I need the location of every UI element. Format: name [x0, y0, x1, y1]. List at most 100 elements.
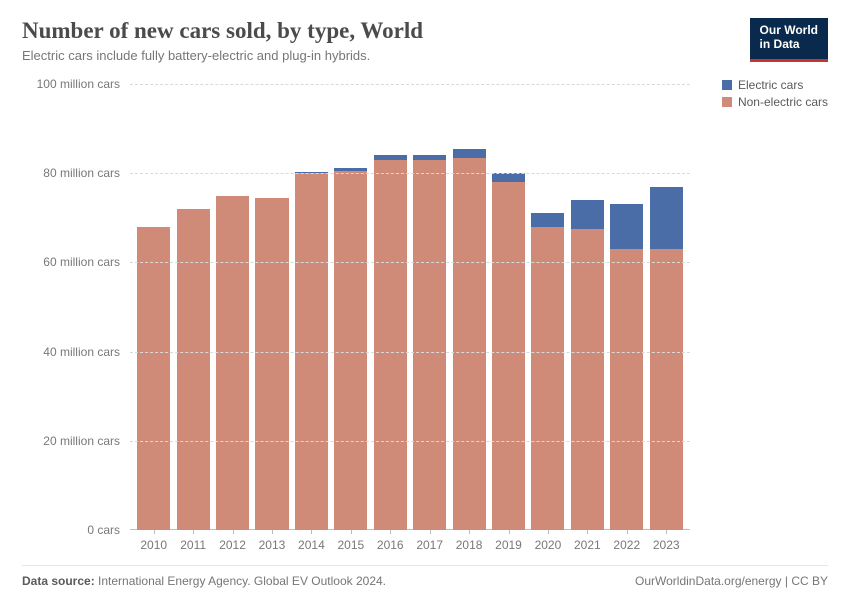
legend: Electric cars Non-electric cars: [722, 78, 828, 112]
bar-column: [646, 84, 685, 530]
x-tick: [666, 530, 667, 534]
bar-stack: [413, 155, 446, 530]
x-tick-label: 2014: [292, 534, 331, 556]
legend-item-electric: Electric cars: [722, 78, 828, 92]
bar-column: [528, 84, 567, 530]
chart-area: Electric cars Non-electric cars 0 cars 20…: [22, 78, 828, 556]
x-tick-label: 2016: [371, 534, 410, 556]
bar-column: [489, 84, 528, 530]
gridline: [130, 441, 690, 442]
badge-line2: in Data: [760, 37, 800, 51]
y-tick-label: 40 million cars: [43, 345, 120, 359]
bar-column: [134, 84, 173, 530]
swatch-electric: [722, 80, 732, 90]
bar-column: [213, 84, 252, 530]
x-tick-label: 2015: [331, 534, 370, 556]
x-tick-label: 2023: [646, 534, 685, 556]
x-tick: [193, 530, 194, 534]
bar-segment-nonelectric: [453, 158, 486, 530]
bar-stack: [216, 196, 249, 531]
legend-label-nonelectric: Non-electric cars: [738, 95, 828, 109]
bar-column: [607, 84, 646, 530]
x-tick: [469, 530, 470, 534]
swatch-nonelectric: [722, 97, 732, 107]
y-axis: 0 cars20 million cars40 million cars60 m…: [22, 84, 130, 530]
plot-area: [130, 84, 690, 530]
chart-card: Number of new cars sold, by type, World …: [0, 0, 850, 600]
bar-segment-electric: [492, 173, 525, 182]
x-tick: [509, 530, 510, 534]
bar-segment-nonelectric: [571, 229, 604, 530]
y-tick-label: 20 million cars: [43, 434, 120, 448]
x-tick: [351, 530, 352, 534]
bar-segment-nonelectric: [492, 182, 525, 530]
bar-stack: [610, 204, 643, 530]
data-source: Data source: International Energy Agency…: [22, 574, 386, 588]
bar-segment-electric: [650, 187, 683, 249]
bar-column: [173, 84, 212, 530]
attribution: OurWorldinData.org/energy | CC BY: [635, 574, 828, 588]
x-tick-label: 2022: [607, 534, 646, 556]
x-tick-label: 2012: [213, 534, 252, 556]
bar-stack: [137, 227, 170, 530]
x-axis: 2010201120122013201420152016201720182019…: [130, 534, 690, 556]
legend-item-nonelectric: Non-electric cars: [722, 95, 828, 109]
gridline: [130, 173, 690, 174]
bar-stack: [650, 187, 683, 530]
bar-stack: [177, 209, 210, 530]
bar-column: [292, 84, 331, 530]
y-tick-label: 0 cars: [87, 523, 120, 537]
bar-segment-electric: [571, 200, 604, 229]
bar-stack: [571, 200, 604, 530]
x-tick-label: 2019: [489, 534, 528, 556]
header: Number of new cars sold, by type, World …: [22, 18, 828, 63]
bar-segment-nonelectric: [137, 227, 170, 530]
bars: [130, 84, 690, 530]
footer: Data source: International Energy Agency…: [22, 565, 828, 588]
source-label: Data source:: [22, 574, 95, 588]
y-tick-label: 80 million cars: [43, 166, 120, 180]
y-tick-label: 60 million cars: [43, 255, 120, 269]
bar-segment-nonelectric: [531, 227, 564, 530]
bar-segment-nonelectric: [610, 249, 643, 530]
gridline: [130, 262, 690, 263]
bar-segment-nonelectric: [177, 209, 210, 530]
bar-stack: [531, 213, 564, 530]
y-tick-label: 100 million cars: [37, 77, 120, 91]
x-tick: [430, 530, 431, 534]
x-tick: [154, 530, 155, 534]
x-tick: [587, 530, 588, 534]
bar-segment-nonelectric: [650, 249, 683, 530]
bar-segment-nonelectric: [374, 160, 407, 530]
bar-column: [371, 84, 410, 530]
chart-subtitle: Electric cars include fully battery-elec…: [22, 48, 750, 63]
x-tick-label: 2017: [410, 534, 449, 556]
x-tick: [390, 530, 391, 534]
legend-label-electric: Electric cars: [738, 78, 803, 92]
chart-title: Number of new cars sold, by type, World: [22, 18, 750, 44]
bar-segment-electric: [531, 213, 564, 226]
bar-segment-nonelectric: [255, 198, 288, 530]
x-tick-label: 2013: [252, 534, 291, 556]
bar-column: [410, 84, 449, 530]
bar-stack: [453, 149, 486, 530]
x-tick: [272, 530, 273, 534]
source-text: International Energy Agency. Global EV O…: [95, 574, 386, 588]
bar-stack: [334, 168, 367, 530]
bar-segment-nonelectric: [216, 196, 249, 531]
bar-column: [568, 84, 607, 530]
x-tick-label: 2020: [528, 534, 567, 556]
x-tick: [311, 530, 312, 534]
bar-stack: [255, 198, 288, 530]
bar-column: [449, 84, 488, 530]
gridline: [130, 352, 690, 353]
x-tick-label: 2018: [449, 534, 488, 556]
x-tick-label: 2010: [134, 534, 173, 556]
bar-segment-electric: [610, 204, 643, 249]
badge-line1: Our World: [760, 23, 818, 37]
bar-segment-nonelectric: [334, 171, 367, 530]
x-tick: [233, 530, 234, 534]
bar-segment-nonelectric: [413, 160, 446, 530]
x-tick-label: 2011: [173, 534, 212, 556]
title-block: Number of new cars sold, by type, World …: [22, 18, 750, 63]
